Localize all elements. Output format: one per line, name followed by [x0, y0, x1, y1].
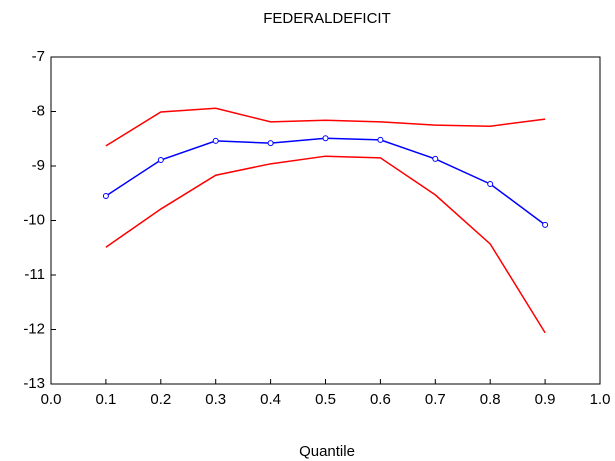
point-marker — [212, 137, 219, 144]
x-tick-label: 0.5 — [315, 391, 336, 408]
x-tick-label: 0.3 — [205, 391, 226, 408]
x-tick-label: 0.1 — [95, 391, 116, 408]
point-marker — [267, 140, 274, 147]
x-tick-label: 0.7 — [425, 391, 446, 408]
point-marker — [102, 192, 109, 199]
x-tick-label: 0.8 — [480, 391, 501, 408]
point-marker — [157, 157, 164, 164]
point-marker — [542, 221, 549, 228]
point-marker — [377, 136, 384, 143]
y-tick-label: -11 — [24, 266, 45, 283]
point-marker — [487, 180, 494, 187]
x-tick-label: 0.2 — [150, 391, 171, 408]
plot-frame — [50, 56, 601, 385]
series-line — [105, 137, 546, 226]
y-tick-label: -13 — [23, 375, 45, 392]
chart-title: FEDERALDEFICIT — [263, 10, 391, 27]
x-tick-label: 0.4 — [260, 391, 281, 408]
y-tick-label: -7 — [32, 48, 45, 65]
series-line — [105, 107, 546, 147]
y-tick-label: -10 — [23, 211, 45, 228]
y-tick-label: -9 — [32, 157, 45, 174]
x-tick-label: 0.6 — [370, 391, 391, 408]
point-marker — [432, 155, 439, 162]
x-axis-label: Quantile — [299, 443, 355, 460]
x-tick-label: 0.9 — [535, 391, 556, 408]
y-tick-label: -8 — [32, 102, 45, 119]
x-tick-label: 0.0 — [41, 391, 62, 408]
y-tick-label: -12 — [23, 320, 45, 337]
x-tick-label: 1.0 — [590, 391, 611, 408]
series-line — [105, 155, 546, 334]
point-marker — [322, 135, 329, 142]
